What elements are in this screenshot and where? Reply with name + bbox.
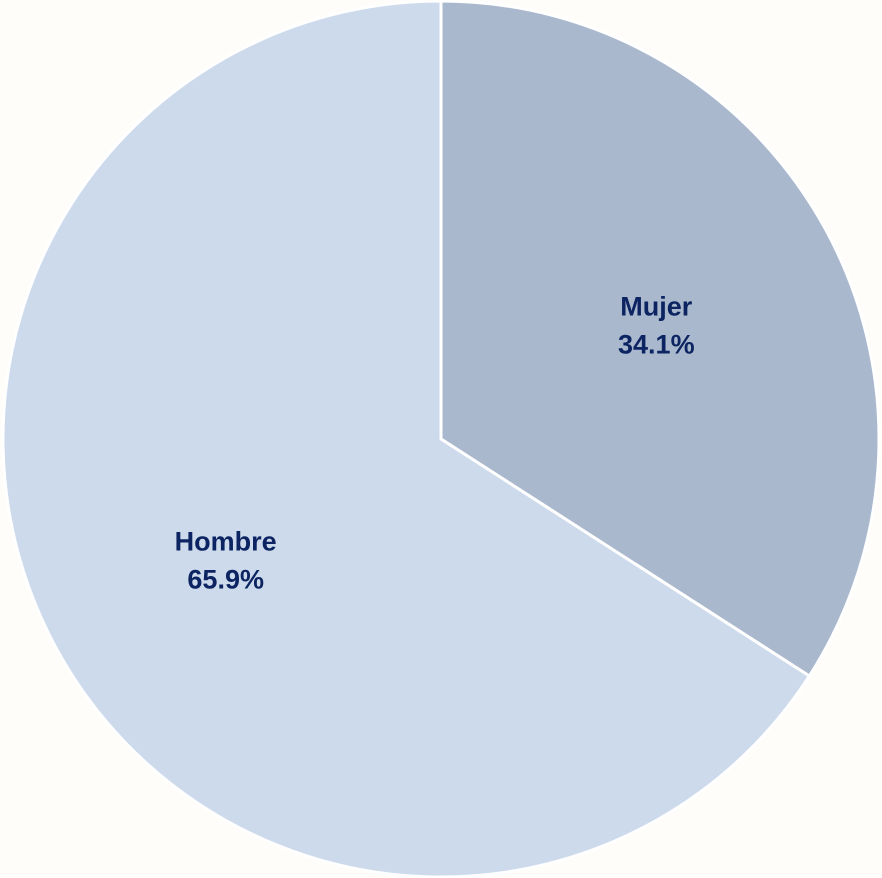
pie-slice-mujer (439, 0, 881, 678)
pie-labels: Mujer 34.1% Hombre 65.9% (175, 292, 695, 595)
slice-value-hombre: 65.9% (187, 564, 264, 594)
pie-slice-hombre (1, 0, 811, 878)
slice-value-mujer: 34.1% (618, 330, 695, 360)
slice-label-hombre: Hombre (175, 526, 277, 556)
slice-label-mujer: Mujer (620, 292, 693, 322)
